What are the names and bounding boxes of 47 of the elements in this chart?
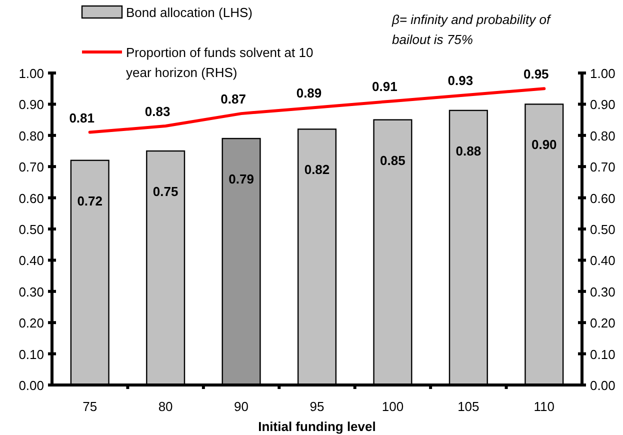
legend-label: Bond allocation (LHS): [126, 5, 252, 20]
x-tick-label: 95: [310, 399, 324, 414]
y-tick-label: 0.30: [18, 284, 44, 300]
text: β= infinity and probability of bailout is 75%: [391, 12, 552, 47]
data-label: 0.72: [77, 193, 103, 208]
x-tick-label: 110: [534, 399, 555, 414]
y-tick-label: 0.20: [18, 316, 44, 331]
y-tick-label: 0.80: [18, 128, 44, 144]
data-label: 0.85: [380, 152, 406, 168]
data-label: 0.93: [448, 72, 474, 88]
y2-tick-label: 0.10: [590, 346, 616, 362]
x-tick-label: 105: [458, 399, 480, 414]
data-label: 0.79: [228, 172, 254, 187]
y2-tick-label: 0.00: [590, 378, 616, 393]
data-label: 0.82: [304, 162, 330, 178]
y-tick-label: 1.00: [18, 66, 44, 81]
data-label: 0.83: [144, 104, 170, 120]
data-label: 0.90: [531, 137, 557, 152]
data-label: 0.87: [220, 92, 246, 107]
y2-tick-label: 0.20: [590, 316, 616, 331]
x-tick-label: 75: [82, 399, 98, 414]
y2-tick-label: 0.50: [590, 222, 616, 237]
y2-tick-label: 0.40: [590, 253, 616, 268]
y2-tick-label: 0.60: [590, 190, 616, 206]
data-label: 0.95: [523, 66, 549, 82]
x-axis-title: Initial funding level: [258, 419, 376, 434]
y-tick-label: 0.40: [18, 253, 44, 268]
y-tick-label: 0.10: [18, 346, 44, 362]
data-label: 0.88: [456, 143, 482, 158]
y2-tick-label: 0.30: [590, 284, 616, 300]
y2-tick-label: 0.70: [590, 160, 616, 175]
y2-tick-label: 0.90: [590, 97, 616, 112]
y-tick-label: 0.90: [18, 97, 44, 112]
y-tick-label: 0.50: [18, 222, 44, 237]
y-tick-label: 0.70: [18, 160, 44, 175]
data-label: 0.81: [69, 110, 95, 126]
x-tick-label: 90: [234, 399, 249, 414]
data-label: 0.91: [372, 79, 398, 94]
data-label: 0.89: [296, 85, 322, 100]
y-tick-label: 0.60: [18, 190, 44, 206]
y2-tick-label: 0.80: [590, 128, 616, 144]
x-tick-label: 80: [158, 399, 173, 414]
y2-tick-label: 1.00: [590, 66, 616, 81]
x-tick-label: 100: [382, 399, 404, 414]
legend-label: Proportion of funds solvent at 10 year horizon (RHS): [126, 45, 314, 80]
data-label: 0.75: [152, 184, 178, 199]
y-tick-label: 0.00: [18, 378, 44, 393]
